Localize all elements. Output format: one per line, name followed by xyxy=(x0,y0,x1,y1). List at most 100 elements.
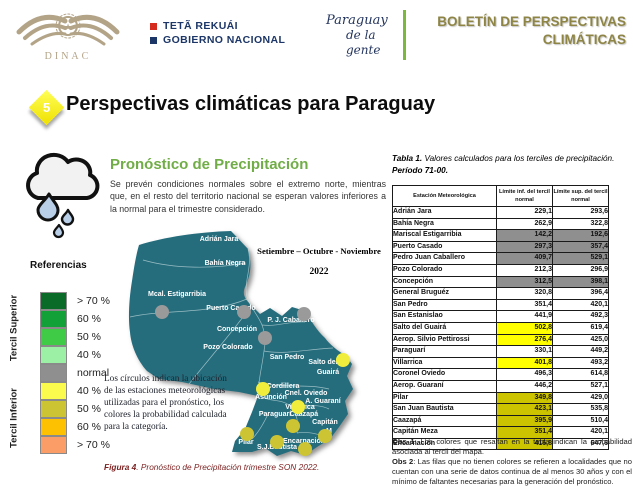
table-row: Mariscal Estigarribia 142,2 192,6 xyxy=(392,229,609,242)
limit-sup-cell: 449,2 xyxy=(552,345,609,358)
table-row: Encarnación 416,8 647,6 xyxy=(392,437,609,451)
limit-inf-cell: 312,5 xyxy=(496,275,553,289)
limit-inf-cell: 276,4 xyxy=(496,333,553,347)
station-dot xyxy=(237,305,251,319)
table-row: Paraguarí 330,1 449,2 xyxy=(392,345,609,358)
terciles-table: Estación Meteorológica Límite inf. del t… xyxy=(392,185,609,451)
legend-label: > 70 % xyxy=(77,439,110,451)
station-name-cell: Pozo Colorado xyxy=(392,263,497,277)
obs2: Obs 2: Las filas que no tienen colores s… xyxy=(392,457,632,487)
station-name-cell: Pedro Juan Caballero xyxy=(392,252,497,265)
map-station-label: Cordillera xyxy=(267,383,300,390)
bulletin-title-line1: BOLETÍN DE PERSPECTIVAS xyxy=(437,14,626,29)
legend-label: 50 % xyxy=(77,331,101,343)
limit-sup-cell: 529,1 xyxy=(552,252,609,265)
station-dot xyxy=(258,331,272,345)
legend-label: 40 % xyxy=(77,385,101,397)
legend-item: 60 % xyxy=(40,417,110,436)
legend-swatch xyxy=(40,399,67,418)
limit-sup-cell: 493,2 xyxy=(552,356,609,370)
limit-sup-cell: 293,6 xyxy=(552,206,609,219)
limit-inf-cell: 349,8 xyxy=(496,391,553,405)
table-row: Capitán Meza 351,4 420,1 xyxy=(392,426,609,439)
svg-text:★: ★ xyxy=(64,22,72,32)
map-station-label: Paraguarí xyxy=(259,411,292,418)
table-row: Bahía Negra 262,9 322,8 xyxy=(392,217,609,231)
limit-sup-cell: 429,0 xyxy=(552,391,609,405)
table-row: Pedro Juan Caballero 409,7 529,1 xyxy=(392,252,609,265)
legend: > 70 % 60 % 50 % 40 % normal 40 % 50 % 60 % > 70… xyxy=(40,291,110,454)
limit-sup-cell: 322,8 xyxy=(552,217,609,231)
station-dot xyxy=(291,400,305,414)
col-sup-header: Límite sup. del tercil normal xyxy=(552,185,609,207)
government-logo: TETÃ REKUÁI GOBIERNO NACIONAL xyxy=(150,19,285,47)
limit-sup-cell: 420,1 xyxy=(552,298,609,312)
table-row: General Bruguéz 320,8 396,4 xyxy=(392,287,609,300)
limit-inf-cell: 330,1 xyxy=(496,345,553,358)
figure-caption: Figura 4. Pronóstico de Precipitación tr… xyxy=(104,462,319,472)
station-name-cell: Concepción xyxy=(392,275,497,289)
limit-inf-cell: 409,7 xyxy=(496,252,553,265)
map-station-label: Salto del xyxy=(308,359,337,366)
legend-swatch xyxy=(40,363,67,382)
bulletin-title-line2: CLIMÁTICAS xyxy=(542,32,626,47)
forecast-period: Setiembre – Octubre - Noviembre 2022 xyxy=(245,246,393,277)
map-station-label: A. Guaraní xyxy=(305,398,341,405)
figure-caption-text: . Pronóstico de Precipitación trimestre … xyxy=(136,462,320,472)
table-row: Aerop. Guaraní 446,2 527,1 xyxy=(392,379,609,393)
map-station-label: Guairá xyxy=(317,369,339,376)
station-name-cell: Mariscal Estigarribia xyxy=(392,229,497,242)
station-name-cell: Caazapá xyxy=(392,414,497,428)
table-row: San Juan Bautista 423,1 535,8 xyxy=(392,403,609,416)
legend-upper-tercile-label: Tercil Superior xyxy=(8,294,20,362)
red-square-icon xyxy=(150,22,157,30)
station-name-cell: San Estanislao xyxy=(392,310,497,323)
limit-sup-cell: 425,0 xyxy=(552,333,609,347)
brand-line1: Paraguay xyxy=(326,13,388,28)
map-station-label: Concepción xyxy=(217,326,257,333)
map-station-label: Adrián Jara xyxy=(200,236,239,243)
limit-sup-cell: 296,9 xyxy=(552,263,609,277)
gov-line1: TETÃ REKUÁI xyxy=(163,20,238,32)
station-dot xyxy=(298,442,312,456)
legend-item: 40 % xyxy=(40,381,110,400)
table-row: Caazapá 395,9 510,4 xyxy=(392,414,609,428)
obs1: Obs 1: Los colores que resaltan en la ta… xyxy=(392,437,632,457)
rain-cloud-icon xyxy=(16,146,108,247)
station-name-cell: Puerto Casado xyxy=(392,240,497,254)
map-note: Los círculos indican la ubicación de las… xyxy=(104,374,227,432)
map-station-label: Pilar xyxy=(238,439,253,446)
station-name-cell: General Bruguéz xyxy=(392,287,497,300)
map-station-label: Caazapá xyxy=(290,411,319,418)
station-dot xyxy=(318,429,332,443)
brand-line2: de la gente xyxy=(346,28,381,57)
limit-sup-cell: 614,8 xyxy=(552,368,609,381)
forecast-body: Se prevén condiciones normales sobre el … xyxy=(110,179,386,214)
station-name-cell: Bahía Negra xyxy=(392,217,497,231)
station-dot xyxy=(297,307,311,321)
limit-inf-cell: 320,8 xyxy=(496,287,553,300)
table-row: Pilar 349,8 429,0 xyxy=(392,391,609,405)
table-row: Pozo Colorado 212,3 296,9 xyxy=(392,263,609,277)
legend-swatch xyxy=(40,417,67,436)
map-station-label: P. J. Caballero xyxy=(267,317,314,324)
dinac-logo: ★ DINAC xyxy=(12,6,124,64)
limit-sup-cell: 192,6 xyxy=(552,229,609,242)
map-station-label: Asunción xyxy=(255,394,287,401)
table-row: Villarrica 401,8 493,2 xyxy=(392,356,609,370)
paraguay-de-la-gente-logo: Paraguay de la gente xyxy=(320,13,396,58)
legend-lower-tercile-label: Tercil Inferior xyxy=(8,387,20,449)
limit-inf-cell: 262,9 xyxy=(496,217,553,231)
figure-caption-label: Figura 4 xyxy=(104,462,137,472)
map-station-label: Cnel. Oviedo xyxy=(285,390,328,397)
table-title: Tabla 1. Valores calculados para los ter… xyxy=(392,153,630,177)
station-name-cell: Coronel Oviedo xyxy=(392,368,497,381)
limit-inf-cell: 416,8 xyxy=(496,437,553,451)
legend-swatch xyxy=(40,291,67,310)
map-station-label: Pozo Colorado xyxy=(203,344,252,351)
col-station-header: Estación Meteorológica xyxy=(392,185,497,207)
station-dot xyxy=(256,382,270,396)
blue-square-icon xyxy=(150,36,157,44)
station-name-cell: San Juan Bautista xyxy=(392,403,497,416)
